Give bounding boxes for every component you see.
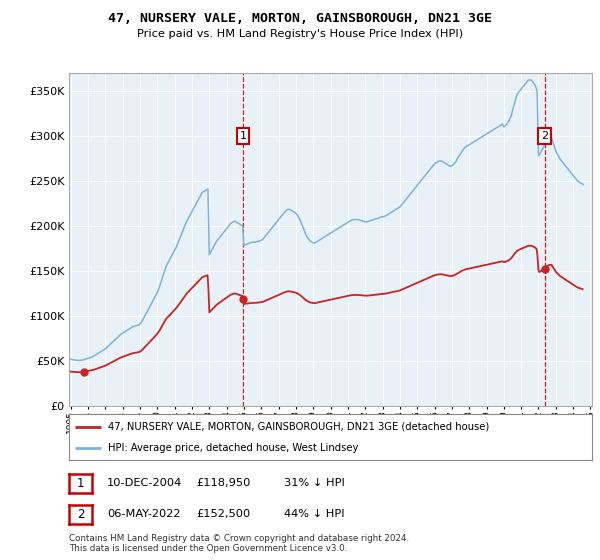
Text: 47, NURSERY VALE, MORTON, GAINSBOROUGH, DN21 3GE: 47, NURSERY VALE, MORTON, GAINSBOROUGH, … [108, 12, 492, 25]
Text: Contains HM Land Registry data © Crown copyright and database right 2024.
This d: Contains HM Land Registry data © Crown c… [69, 534, 409, 553]
Text: 31% ↓ HPI: 31% ↓ HPI [284, 478, 344, 488]
Text: 10-DEC-2004: 10-DEC-2004 [107, 478, 182, 488]
Text: Price paid vs. HM Land Registry's House Price Index (HPI): Price paid vs. HM Land Registry's House … [137, 29, 463, 39]
Text: 47, NURSERY VALE, MORTON, GAINSBOROUGH, DN21 3GE (detached house): 47, NURSERY VALE, MORTON, GAINSBOROUGH, … [108, 422, 490, 432]
Text: £152,500: £152,500 [197, 509, 251, 519]
Text: HPI: Average price, detached house, West Lindsey: HPI: Average price, detached house, West… [108, 443, 359, 453]
Text: 1: 1 [239, 131, 247, 141]
Text: 2: 2 [541, 131, 548, 141]
Text: 44% ↓ HPI: 44% ↓ HPI [284, 509, 344, 519]
Text: 06-MAY-2022: 06-MAY-2022 [107, 509, 181, 519]
Text: £118,950: £118,950 [197, 478, 251, 488]
Text: 1: 1 [77, 477, 84, 490]
Text: 2: 2 [77, 507, 84, 521]
